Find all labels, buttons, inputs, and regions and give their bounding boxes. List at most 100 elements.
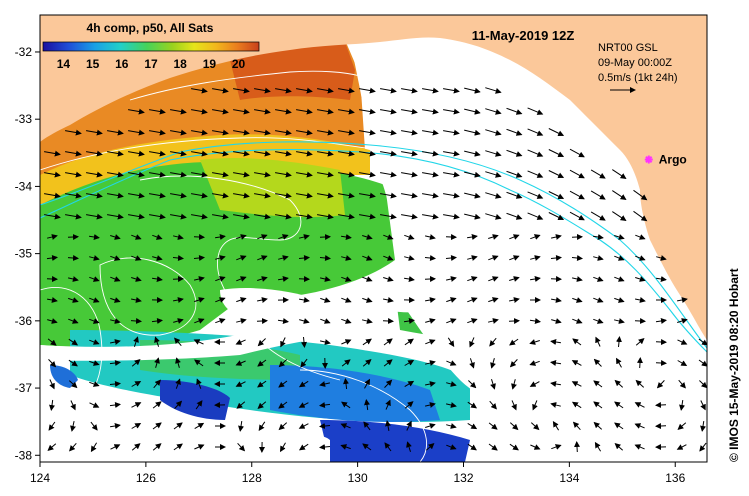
- current-arrow-icon: [382, 318, 394, 324]
- current-arrow-icon: [172, 255, 184, 261]
- current-arrow-icon: [338, 150, 355, 157]
- current-arrow-icon: [380, 213, 397, 220]
- current-arrow-icon: [236, 234, 247, 240]
- colorbar-title: 4h comp, p50, All Sats: [87, 21, 214, 35]
- current-arrow-icon: [385, 420, 391, 431]
- current-arrow-icon: [489, 400, 497, 410]
- current-arrow-icon: [527, 107, 544, 115]
- current-arrow-icon: [173, 443, 183, 451]
- current-arrow-icon: [90, 442, 98, 453]
- current-arrow-icon: [296, 171, 313, 178]
- current-arrow-icon: [149, 171, 166, 178]
- current-arrow-icon: [341, 359, 351, 367]
- current-arrow-icon: [280, 337, 286, 348]
- current-arrow-icon: [359, 213, 376, 220]
- current-arrow-icon: [446, 444, 457, 450]
- current-arrow-icon: [319, 276, 331, 282]
- current-arrow-icon: [212, 87, 229, 94]
- current-arrow-icon: [128, 171, 145, 178]
- current-arrow-icon: [89, 339, 100, 345]
- current-arrow-icon: [677, 422, 687, 430]
- current-arrow-icon: [380, 150, 397, 157]
- plot-frame: [39, 14, 708, 463]
- current-arrow-icon: [131, 380, 142, 387]
- current-arrow-icon: [614, 255, 625, 261]
- current-arrow-icon: [170, 150, 187, 157]
- current-arrow-icon: [278, 401, 288, 409]
- current-arrow-icon: [48, 359, 57, 368]
- current-arrow-icon: [49, 379, 55, 390]
- sst-contour-6: [299, 369, 427, 462]
- current-arrow-icon: [341, 255, 352, 261]
- current-arrow-icon: [86, 129, 103, 136]
- current-arrow-icon: [107, 213, 124, 220]
- current-arrow-icon: [319, 402, 331, 408]
- current-arrow-icon: [506, 212, 523, 220]
- current-arrow-icon: [300, 358, 308, 368]
- current-arrow-icon: [401, 150, 418, 157]
- current-arrow-icon: [236, 401, 246, 409]
- current-arrow-icon: [468, 380, 477, 389]
- x-tick-label: 132: [453, 471, 473, 485]
- current-arrow-icon: [445, 255, 457, 261]
- current-arrow-icon: [488, 276, 499, 282]
- y-tick-label: -33: [15, 112, 33, 126]
- current-arrow-icon: [110, 444, 121, 450]
- current-arrow-icon: [467, 401, 478, 409]
- current-arrow-icon: [89, 318, 100, 324]
- current-arrow-icon: [296, 213, 313, 220]
- current-arrow-icon: [131, 359, 141, 367]
- current-arrow-icon: [317, 129, 334, 136]
- current-arrow-icon: [254, 171, 271, 178]
- current-arrow-icon: [233, 87, 250, 94]
- current-arrow-icon: [215, 297, 226, 303]
- current-arrow-icon: [572, 421, 581, 431]
- current-arrow-icon: [424, 402, 436, 408]
- current-arrow-icon: [677, 318, 688, 324]
- sst-yellow-green-patch: [200, 158, 345, 218]
- current-arrow-icon: [614, 297, 625, 303]
- current-arrow-icon: [296, 192, 313, 199]
- current-arrow-icon: [529, 318, 541, 324]
- current-arrow-icon: [47, 318, 58, 324]
- current-arrow-icon: [298, 402, 309, 408]
- current-arrow-icon: [257, 338, 266, 347]
- x-axis: 124 126 128 130 132 134 136: [30, 462, 686, 485]
- current-arrow-icon: [65, 192, 82, 199]
- current-arrow-icon: [443, 192, 460, 199]
- current-arrow-icon: [194, 359, 204, 367]
- current-arrow-icon: [550, 255, 562, 261]
- current-arrow-icon: [530, 234, 541, 240]
- y-tick-label: -34: [15, 179, 33, 193]
- current-arrow-icon: [233, 129, 250, 136]
- colorbar: 4h comp, p50, All Sats 14 15 16 17 18 19 20: [42, 21, 260, 71]
- current-arrow-icon: [278, 255, 289, 261]
- current-arrow-icon: [298, 443, 309, 451]
- current-arrow-icon: [86, 171, 103, 178]
- current-arrow-icon: [677, 360, 688, 367]
- current-arrow-icon: [590, 169, 606, 179]
- sst-contour-2: [129, 70, 361, 101]
- sst-blue-west: [160, 380, 230, 420]
- current-arrow-icon: [485, 213, 502, 220]
- current-arrow-icon: [616, 336, 622, 348]
- current-arrow-icon: [149, 108, 166, 115]
- current-arrow-icon: [212, 213, 229, 220]
- current-arrow-icon: [401, 171, 418, 178]
- current-arrow-icon: [656, 380, 665, 389]
- current-arrow-icon: [530, 444, 541, 450]
- current-arrow-icon: [422, 108, 439, 115]
- current-arrow-icon: [89, 234, 100, 240]
- current-arrow-icon: [530, 422, 540, 431]
- current-arrow-icon: [380, 129, 397, 136]
- current-arrow-icon: [571, 255, 583, 261]
- current-arrow-icon: [65, 213, 82, 220]
- current-arrow-icon: [193, 255, 205, 261]
- colorbar-label: 16: [115, 57, 129, 71]
- current-arrow-icon: [67, 234, 79, 240]
- current-arrow-icon: [443, 150, 460, 157]
- current-arrow-icon: [279, 442, 286, 453]
- current-arrow-icon: [594, 441, 602, 452]
- current-arrow-icon: [467, 443, 477, 451]
- current-arrow-icon: [212, 192, 229, 199]
